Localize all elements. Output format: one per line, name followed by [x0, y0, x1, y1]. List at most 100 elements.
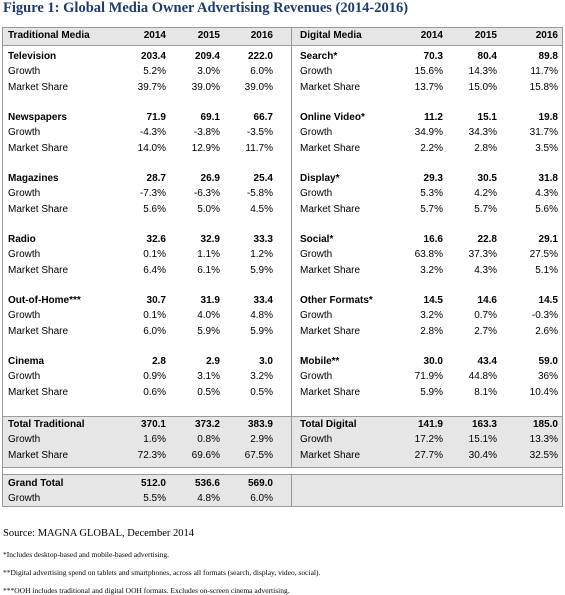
cell-value: 14.3%	[468, 66, 497, 78]
row-label: Growth	[8, 310, 41, 322]
cell-value: 4.0%	[197, 310, 220, 322]
row-label: Market Share	[8, 449, 69, 461]
cell-value: 0.9%	[143, 371, 166, 383]
cell-value: 30.0	[423, 356, 443, 367]
row-label: Social*	[300, 234, 334, 245]
cell-value: 5.9%	[197, 325, 220, 337]
cell-value: 25.4	[253, 173, 273, 184]
cell-value: 2.2%	[420, 142, 443, 154]
cell-value: 6.0%	[143, 325, 166, 337]
cell-value: 5.9%	[420, 386, 443, 398]
cell-value: 69.6%	[191, 449, 220, 461]
cell-value: 33.3	[253, 234, 273, 245]
row-label: Grand Total	[8, 478, 64, 489]
cell-value: 17.2%	[414, 434, 443, 446]
row-label: Growth	[300, 249, 333, 261]
row-label: Radio	[8, 234, 36, 245]
row-label: Total Digital	[300, 419, 357, 430]
cell-value: 70.3	[423, 51, 443, 62]
cell-value: 39.7%	[137, 81, 166, 93]
row-label: Market Share	[8, 264, 69, 276]
cell-value: 30.4%	[468, 449, 497, 461]
cell-value: 3.5%	[535, 142, 558, 154]
row-label: Market Share	[8, 203, 69, 215]
row-label: Growth	[300, 188, 333, 200]
cell-value: 39.0%	[244, 81, 273, 93]
cell-value: 2.8%	[474, 142, 497, 154]
cell-value: 6.4%	[143, 264, 166, 276]
cell-value: 4.2%	[474, 188, 497, 200]
cell-value: 30.5	[477, 173, 497, 184]
row-label: Market Share	[8, 142, 69, 154]
cell-value: 69.1	[200, 112, 220, 123]
row-label: Market Share	[8, 386, 69, 398]
cell-value: 2014	[420, 30, 443, 41]
cell-value: 16.6	[423, 234, 443, 245]
cell-value: 2.9%	[250, 434, 273, 446]
cell-value: 4.5%	[250, 203, 273, 215]
cell-value: 4.8%	[197, 493, 220, 505]
cell-value: 13.7%	[414, 81, 443, 93]
row-label: Traditional Media	[8, 30, 90, 41]
cell-value: 2016	[535, 30, 558, 41]
row-label: Market Share	[300, 264, 361, 276]
cell-value: 5.5%	[143, 493, 166, 505]
row-label: Growth	[300, 371, 333, 383]
cell-value: 1.6%	[143, 434, 166, 446]
cell-value: -4.3%	[139, 127, 166, 139]
row-label: Growth	[300, 310, 333, 322]
cell-value: 5.6%	[535, 203, 558, 215]
cell-value: 3.0%	[197, 66, 220, 78]
cell-value: 30.7	[146, 295, 166, 306]
row-label: Television	[8, 51, 57, 62]
cell-value: 22.8	[477, 234, 497, 245]
cell-value: 5.7%	[420, 203, 443, 215]
row-label: Growth	[8, 434, 41, 446]
column-divider	[291, 474, 292, 507]
cell-value: 26.9	[200, 173, 220, 184]
source: Source: MAGNA GLOBAL, December 2014	[3, 528, 195, 539]
row-label: Total Traditional	[8, 419, 85, 430]
cell-value: 0.6%	[143, 386, 166, 398]
row-label: Display*	[300, 173, 340, 184]
row-label: Growth	[8, 188, 41, 200]
row-label: Growth	[8, 371, 41, 383]
cell-value: 34.3%	[468, 127, 497, 139]
cell-value: 0.5%	[197, 386, 220, 398]
totals-bg	[2, 416, 563, 467]
cell-value: 222.0	[247, 51, 273, 62]
cell-value: 512.0	[140, 478, 166, 489]
row-label: Growth	[8, 493, 41, 505]
row-label: Market Share	[300, 449, 361, 461]
cell-value: 34.9%	[414, 127, 443, 139]
cell-value: 15.1%	[468, 434, 497, 446]
cell-value: 185.0	[532, 419, 558, 430]
cell-value: -7.3%	[139, 188, 166, 200]
row-label: Market Share	[300, 142, 361, 154]
cell-value: 12.9%	[191, 142, 220, 154]
cell-value: 80.4	[477, 51, 497, 62]
cell-value: -6.3%	[193, 188, 220, 200]
cell-value: -3.8%	[193, 127, 220, 139]
cell-value: 33.4	[253, 295, 273, 306]
row-label: Market Share	[300, 81, 361, 93]
cell-value: 11.7%	[530, 66, 558, 78]
cell-value: 14.6	[477, 295, 497, 306]
cell-value: 89.8	[538, 51, 558, 62]
cell-value: 3.1%	[197, 371, 220, 383]
row-label: Growth	[8, 249, 41, 261]
cell-value: 28.7	[146, 173, 166, 184]
cell-value: 27.5%	[529, 249, 558, 261]
totals-rule	[2, 467, 563, 468]
cell-value: 29.1	[538, 234, 558, 245]
row-label: Growth	[8, 66, 41, 78]
cell-value: 59.0	[538, 356, 558, 367]
row-label: Market Share	[8, 325, 69, 337]
row-label: Growth	[300, 434, 333, 446]
cell-value: 4.3%	[535, 188, 558, 200]
cell-value: 0.7%	[474, 310, 497, 322]
row-label: Mobile**	[300, 356, 340, 367]
cell-value: 32.6	[146, 234, 166, 245]
row-label: Market Share	[300, 203, 361, 215]
cell-value: 43.4	[477, 356, 497, 367]
